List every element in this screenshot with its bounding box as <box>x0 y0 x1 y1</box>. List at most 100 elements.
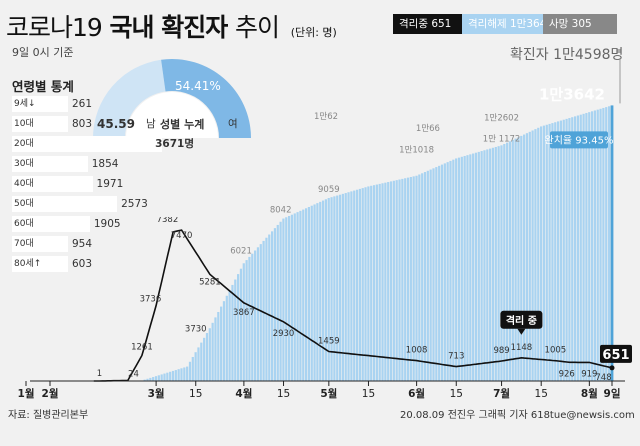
released-bar <box>573 116 577 382</box>
x-tick-label: 15 <box>362 388 375 400</box>
released-bar <box>262 240 265 381</box>
male-donut-segment <box>93 59 166 138</box>
isolation-callout-box <box>500 310 543 329</box>
released-bar <box>355 189 359 381</box>
released-end-value: 1만3642 <box>539 85 605 103</box>
released-bar <box>313 204 316 381</box>
released-badge: 격리해제 1만3642 <box>462 14 553 34</box>
released-bar <box>520 135 523 381</box>
released-bar <box>491 147 495 381</box>
value-annotation: 1148 <box>511 343 533 353</box>
released-bar <box>406 177 410 381</box>
age-row: 60대 1905 <box>12 216 121 232</box>
released-bar <box>523 134 526 381</box>
value-annotation: 989 <box>493 346 509 356</box>
age-row: 40대 1971 <box>12 176 123 192</box>
released-bar <box>534 129 537 381</box>
x-tick-label: 8월 <box>581 387 598 400</box>
released-bar <box>415 175 418 381</box>
released-bar <box>251 253 254 381</box>
released-bar <box>188 361 192 381</box>
released-bar <box>367 186 370 381</box>
released-bar <box>304 208 308 381</box>
released-bar <box>489 148 492 381</box>
released-bar <box>228 290 231 381</box>
released-bar <box>542 125 546 381</box>
released-bar <box>474 152 478 381</box>
released-bar <box>191 356 194 381</box>
female-label: 여 <box>228 118 238 130</box>
released-bar <box>477 151 480 381</box>
female-donut-segment <box>161 58 251 138</box>
released-bar <box>486 149 489 381</box>
released-bar <box>554 122 557 382</box>
male-label: 남 <box>146 118 156 130</box>
released-bar <box>310 205 313 381</box>
released-bar <box>435 167 438 381</box>
value-annotation: 748 <box>595 373 611 383</box>
released-bar <box>506 142 509 381</box>
released-bar <box>497 146 500 381</box>
released-bar <box>483 150 486 381</box>
released-bar <box>528 131 531 381</box>
released-bar <box>350 191 353 381</box>
value-annotation: 919 <box>581 369 597 379</box>
released-bar <box>319 201 322 381</box>
released-bar <box>256 247 260 381</box>
released-bar <box>460 156 463 381</box>
released-bar <box>548 123 551 382</box>
released-bar <box>200 342 203 381</box>
released-bar <box>293 213 296 381</box>
title-part-2: 국내 확진자 <box>109 13 229 42</box>
released-bar <box>469 154 472 381</box>
released-bar <box>364 187 367 381</box>
value-annotation: 1261 <box>131 343 153 353</box>
value-annotation: 1 <box>97 369 102 379</box>
age-group-value: 1854 <box>91 158 119 170</box>
age-row: 70대 954 <box>12 236 92 252</box>
released-bar <box>426 170 429 381</box>
released-bar <box>169 371 172 381</box>
released-bar <box>220 306 223 381</box>
released-bar <box>559 120 563 381</box>
released-bar <box>579 114 582 382</box>
released-bar <box>588 112 591 382</box>
released-bar <box>248 256 251 381</box>
x-tick-label: 5월 <box>320 387 337 400</box>
title-unit: (단위: 명) <box>290 26 337 39</box>
released-bar <box>268 234 271 381</box>
deaths-badge: 사망 305 <box>543 14 617 34</box>
released-bar <box>302 209 305 381</box>
isolation-callout: 격리 중 <box>506 314 537 327</box>
value-annotation: 713 <box>448 352 464 362</box>
released-bar <box>457 157 461 381</box>
isolation-line <box>93 229 613 382</box>
total-confirmed: 확진자 1만4598명 <box>510 47 624 63</box>
isolation-badge: 격리중 651 <box>393 14 467 34</box>
released-bar <box>503 144 506 381</box>
released-bar <box>531 130 534 381</box>
released-bar <box>537 127 540 381</box>
released-bar <box>208 328 211 381</box>
released-bar <box>183 367 186 381</box>
released-bar <box>540 126 543 381</box>
age-group-value: 954 <box>72 238 93 250</box>
released-bar <box>423 172 427 381</box>
released-bar <box>480 151 483 381</box>
age-group-value: 1971 <box>96 178 124 190</box>
isolation-end-point <box>609 365 615 371</box>
title-part-1: 코로나19 <box>6 13 103 42</box>
age-row: 9세↓ 261 <box>12 96 92 112</box>
released-bar <box>222 301 226 381</box>
released-bar <box>508 141 512 381</box>
value-annotation: 24 <box>128 370 139 380</box>
released-bar <box>398 179 401 381</box>
age-row: 20대 3671명 <box>12 136 194 152</box>
released-bar <box>205 333 209 381</box>
x-tick-label: 4월 <box>235 387 252 400</box>
value-annotation: 8042 <box>270 206 292 216</box>
x-tick-label: 3월 <box>148 387 165 400</box>
released-bar <box>412 176 415 381</box>
released-bar <box>452 159 455 381</box>
age-group-label: 60대 <box>14 219 34 229</box>
